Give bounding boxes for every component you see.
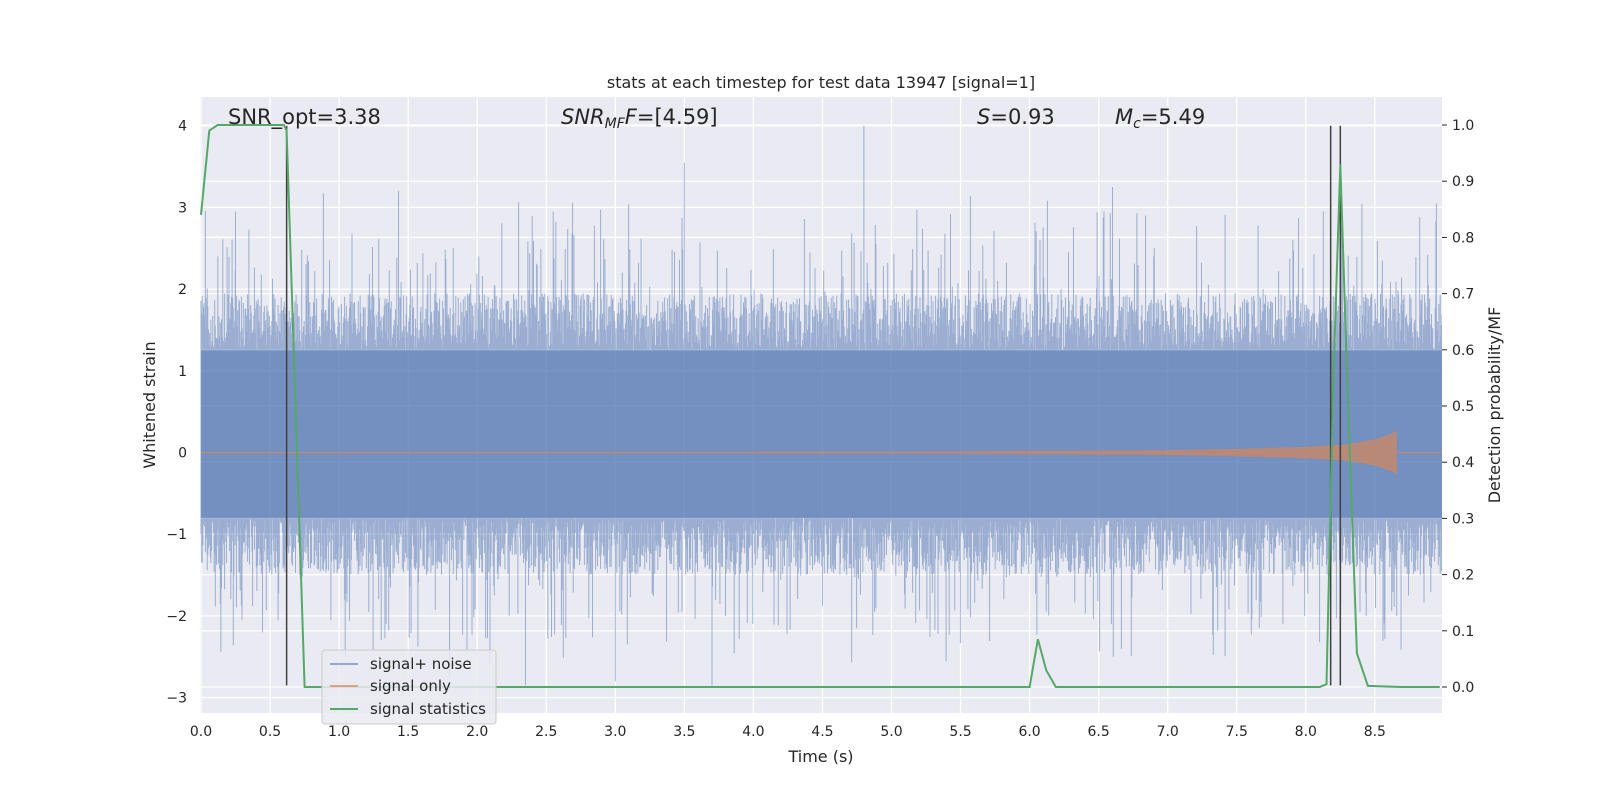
y-tick-label: −2 xyxy=(166,609,187,625)
x-tick-label: 0.5 xyxy=(259,724,281,740)
annotation-snr-mf: SNRMFF=[4.59] xyxy=(561,105,718,132)
y2-tick-label: 0.8 xyxy=(1452,230,1474,246)
legend-box xyxy=(321,649,497,725)
chart-title: stats at each timestep for test data 139… xyxy=(607,73,1035,92)
x-tick-labels: 0.0 0.5 1.0 1.5 2.0 2.5 3.0 3.5 4.0 4.5 5.0 5.5 6.0 6… xyxy=(190,724,1386,740)
y2-tick-label: 0.7 xyxy=(1452,287,1474,303)
annotation-snr-mf-value: =[4.59] xyxy=(637,105,718,129)
annotation-mc-sub: c xyxy=(1133,116,1141,132)
x-tick-label: 0.0 xyxy=(190,724,212,740)
y2-tick-label: 0.6 xyxy=(1452,343,1474,359)
y2-tick-label: 1.0 xyxy=(1452,118,1474,134)
y2-axis-label: Detection probability/MF xyxy=(1485,307,1504,504)
annotation-mc-value: =5.49 xyxy=(1141,105,1205,129)
x-tick-label: 3.5 xyxy=(673,724,695,740)
x-tick-label: 7.5 xyxy=(1226,724,1248,740)
y2-tick-label: 0.3 xyxy=(1452,511,1474,527)
y-axis-label: Whitened strain xyxy=(140,341,159,468)
y-tick-label: 4 xyxy=(178,119,187,135)
y2-tick-labels: 0.0 0.1 0.2 0.3 0.4 0.5 0.6 0.7 0.8 0.9 1.0 xyxy=(1442,118,1474,696)
plot-area xyxy=(200,124,1442,688)
annotation-mc-main: M xyxy=(1115,105,1133,129)
y2-tick-label: 0.9 xyxy=(1452,174,1474,190)
y-tick-label: 0 xyxy=(178,446,187,462)
annotation-s: S=0.93 xyxy=(977,105,1055,129)
y-tick-label: −1 xyxy=(166,527,187,543)
y-tick-label: −3 xyxy=(166,691,187,707)
annotation-s-value: =0.93 xyxy=(990,105,1054,129)
y2-tick-label: 0.2 xyxy=(1452,568,1474,584)
x-tick-label: 4.5 xyxy=(811,724,833,740)
legend-label-signal-noise: signal+ noise xyxy=(370,655,472,673)
annotation-s-label: S xyxy=(977,105,990,129)
annotation-snr-opt: SNR_opt=3.38 xyxy=(228,105,381,130)
y-tick-label: 3 xyxy=(178,200,187,216)
x-tick-label: 1.5 xyxy=(397,724,419,740)
legend: signal+ noise signal only signal statist… xyxy=(321,649,497,725)
x-tick-label: 6.0 xyxy=(1018,724,1040,740)
y2-tick-label: 0.0 xyxy=(1452,680,1474,696)
y2-tick-label: 0.1 xyxy=(1452,624,1474,640)
y-tick-label: 1 xyxy=(178,364,187,380)
annotation-snr-mf-main: SNR xyxy=(561,105,605,129)
y2-tick-label: 0.5 xyxy=(1452,399,1474,415)
series-signal-statistics xyxy=(200,124,1440,688)
legend-label-signal-only: signal only xyxy=(370,677,451,695)
annotation-snr-mf-sub: MF xyxy=(605,116,626,132)
x-tick-label: 8.5 xyxy=(1364,724,1386,740)
legend-label-signal-statistics: signal statistics xyxy=(370,700,486,718)
annotation-snr-mf-f: F xyxy=(625,105,638,129)
x-tick-label: 5.5 xyxy=(949,724,971,740)
annotation-mc: Mc=5.49 xyxy=(1115,105,1205,132)
x-tick-label: 2.0 xyxy=(466,724,488,740)
x-tick-label: 4.0 xyxy=(742,724,764,740)
x-tick-label: 7.0 xyxy=(1157,724,1179,740)
x-tick-label: 8.0 xyxy=(1295,724,1317,740)
y2-tick-label: 0.4 xyxy=(1452,455,1474,471)
x-axis-label: Time (s) xyxy=(787,747,853,766)
x-tick-label: 2.5 xyxy=(535,724,557,740)
y-tick-label: 2 xyxy=(178,282,187,298)
series-signal-only xyxy=(201,430,1397,475)
x-tick-label: 6.5 xyxy=(1088,724,1110,740)
x-tick-label: 3.0 xyxy=(604,724,626,740)
series-signal-noise-core xyxy=(201,350,1442,518)
x-tick-label: 1.0 xyxy=(328,724,350,740)
x-tick-label: 5.0 xyxy=(880,724,902,740)
y-tick-labels: −3 −2 −1 0 1 2 3 4 xyxy=(166,119,187,707)
